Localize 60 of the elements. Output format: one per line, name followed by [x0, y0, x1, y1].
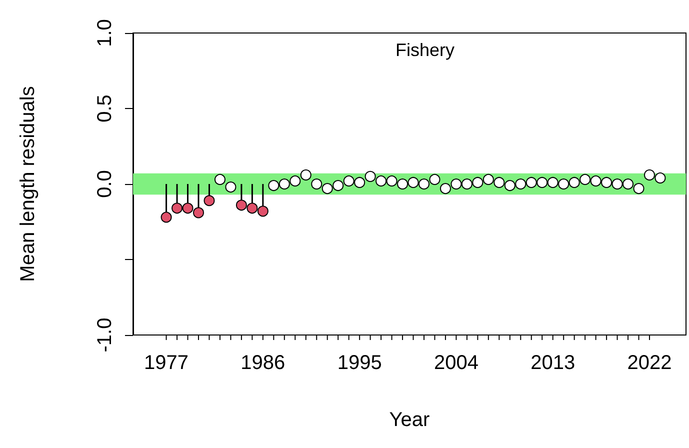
point [268, 180, 280, 192]
point [568, 176, 580, 188]
point [332, 180, 344, 192]
y-tick-label: 1.0 [94, 19, 116, 47]
point [408, 176, 419, 188]
chart-title: Fishery [395, 40, 455, 60]
point [386, 175, 398, 186]
point [214, 174, 226, 185]
point [300, 169, 312, 180]
point [257, 206, 268, 217]
point [622, 178, 634, 190]
point [482, 174, 494, 185]
point [354, 176, 366, 188]
x-tick-label: 2022 [627, 352, 672, 374]
point [236, 200, 247, 211]
point [397, 178, 408, 190]
point [633, 183, 644, 194]
point [547, 176, 558, 188]
point [558, 178, 570, 190]
point [526, 176, 537, 188]
point [322, 183, 333, 194]
x-tick-label: 2013 [530, 352, 576, 374]
point [343, 175, 354, 186]
point [536, 176, 548, 188]
point [461, 178, 472, 190]
point [580, 174, 591, 185]
point [450, 178, 462, 190]
point [172, 202, 183, 214]
y-tick-label: -1.0 [94, 318, 116, 352]
point [193, 207, 204, 218]
x-tick-label: 1977 [144, 352, 189, 374]
point [654, 172, 666, 184]
point [440, 183, 451, 194]
point [429, 174, 440, 185]
y-tick-label: 0.0 [94, 170, 116, 198]
x-axis-title: Year [389, 409, 430, 431]
point [311, 178, 322, 190]
point [515, 178, 526, 190]
x-tick-label: 1986 [240, 352, 286, 374]
point [290, 175, 301, 186]
point [160, 212, 172, 223]
x-tick-label: 1995 [337, 352, 382, 374]
point [204, 195, 215, 206]
y-tick-label: 0.5 [94, 94, 116, 122]
point [494, 176, 505, 188]
point [590, 175, 602, 186]
point [612, 178, 623, 190]
point [601, 176, 612, 188]
point [644, 169, 655, 180]
point [278, 178, 290, 190]
point [472, 176, 484, 188]
y-axis-title: Mean length residuals [17, 86, 39, 282]
point [182, 202, 194, 214]
point [376, 175, 387, 186]
point [364, 170, 376, 182]
point [246, 202, 258, 214]
x-tick-label: 2004 [434, 352, 478, 374]
point [418, 178, 430, 190]
point [225, 182, 236, 193]
point [504, 180, 516, 192]
